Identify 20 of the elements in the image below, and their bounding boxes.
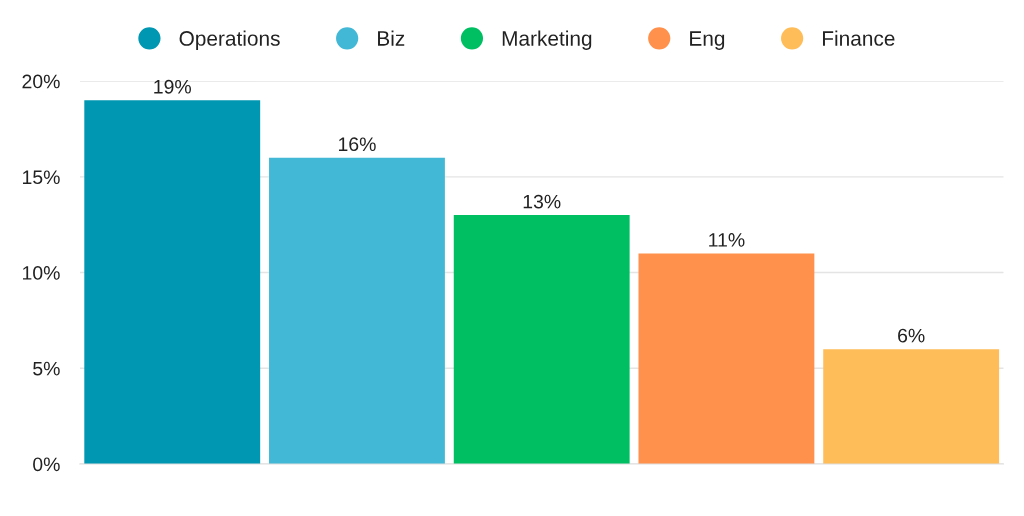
y-tick-label: 15% xyxy=(22,170,60,185)
bar xyxy=(269,157,445,464)
y-tick-label: 0% xyxy=(33,457,60,472)
bar xyxy=(84,100,261,464)
legend-label: Biz xyxy=(378,30,405,46)
data-label: 11% xyxy=(709,233,745,247)
data-label: 6% xyxy=(898,328,925,343)
legend-label: Finance xyxy=(823,30,895,46)
data-label: 19% xyxy=(154,79,191,94)
bar xyxy=(823,349,1000,464)
data-label: 16% xyxy=(338,137,376,152)
bar xyxy=(638,253,815,464)
legend-label: Eng xyxy=(690,31,725,50)
data-label: 13% xyxy=(523,194,561,209)
y-tick-label: 5% xyxy=(33,361,60,376)
y-tick-label: 10% xyxy=(22,266,60,280)
bar xyxy=(453,215,630,464)
legend-label: Operations xyxy=(179,30,280,50)
legend-label: Marketing xyxy=(502,30,592,50)
y-tick-label: 20% xyxy=(22,74,60,89)
